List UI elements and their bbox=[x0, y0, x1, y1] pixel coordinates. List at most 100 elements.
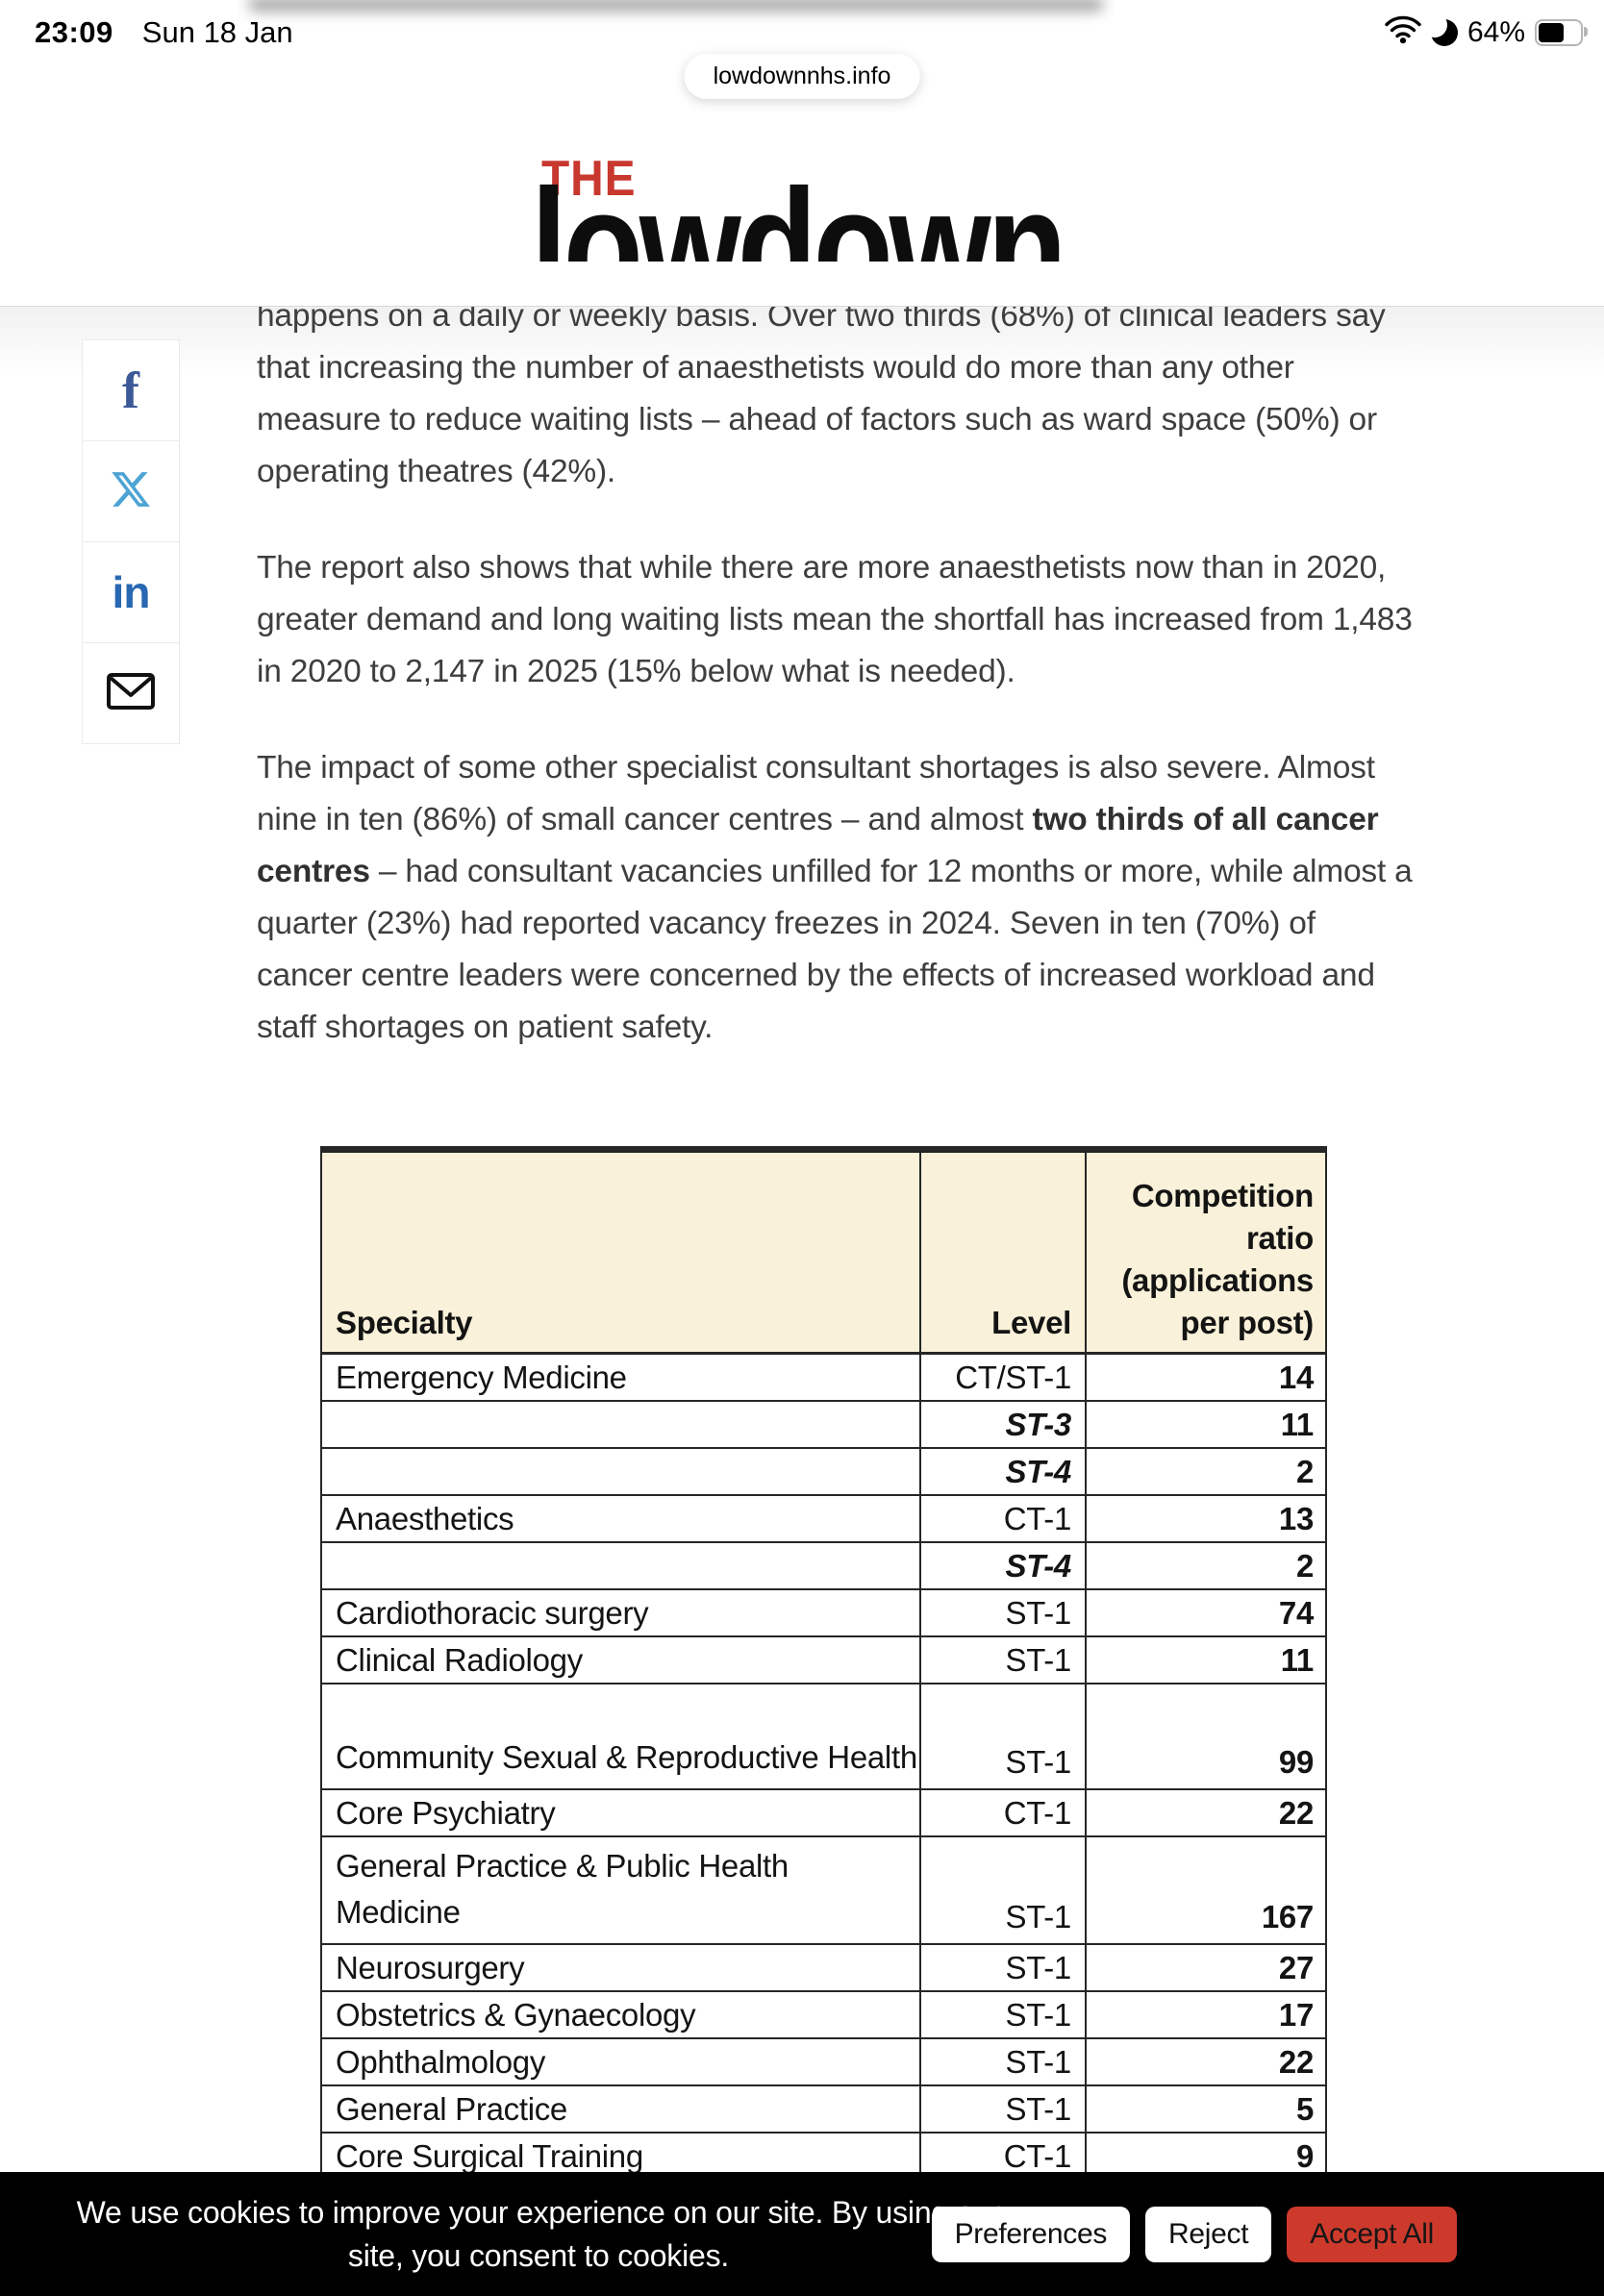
cell-ratio: 22 bbox=[1085, 2037, 1327, 2086]
cell-specialty: Core Psychiatry bbox=[320, 1788, 921, 1837]
cell-specialty: Obstetrics & Gynaecology bbox=[320, 1990, 921, 2039]
article-body: happens on a daily or weekly basis. Over… bbox=[257, 306, 1414, 1098]
preferences-button[interactable]: Preferences bbox=[931, 2206, 1131, 2262]
battery-icon bbox=[1535, 18, 1588, 46]
scrolled-content-blur bbox=[248, 0, 1104, 12]
cell-ratio: 74 bbox=[1085, 1588, 1327, 1637]
focus-moon-icon bbox=[1421, 12, 1458, 46]
table-row: Core Psychiatry CT-1 22 bbox=[320, 1788, 1327, 1837]
cell-level: ST-1 bbox=[919, 2084, 1087, 2134]
cell-level: ST-1 bbox=[919, 1588, 1087, 1637]
cell-level: CT-1 bbox=[919, 1494, 1087, 1543]
cookie-consent-banner: We use cookies to improve your experienc… bbox=[0, 2172, 1604, 2296]
cell-specialty bbox=[320, 1541, 921, 1590]
table-row: Community Sexual & Reproductive Health S… bbox=[320, 1683, 1327, 1790]
cell-level: ST-1 bbox=[919, 1683, 1087, 1790]
logo-the-text: THE bbox=[541, 152, 637, 207]
cell-ratio: 2 bbox=[1085, 1447, 1327, 1496]
cell-level: CT-1 bbox=[919, 1788, 1087, 1837]
accept-all-button[interactable]: Accept All bbox=[1287, 2206, 1457, 2262]
share-facebook-button[interactable]: f bbox=[82, 339, 180, 441]
cell-level: ST-1 bbox=[919, 1943, 1087, 1992]
column-header-level: Level bbox=[919, 1146, 1087, 1355]
table-row: Neurosurgery ST-1 27 bbox=[320, 1943, 1327, 1992]
wifi-icon bbox=[1385, 15, 1421, 49]
status-bar-right: 64% bbox=[1385, 12, 1588, 49]
cell-ratio: 22 bbox=[1085, 1788, 1327, 1837]
cell-level: ST-1 bbox=[919, 1835, 1087, 1945]
cell-specialty: General Practice bbox=[320, 2084, 921, 2134]
article-paragraph-2: The report also shows that while there a… bbox=[257, 550, 1413, 689]
table-row: ST-4 2 bbox=[320, 1541, 1327, 1590]
cell-specialty: Clinical Radiology bbox=[320, 1635, 921, 1685]
paragraph-3-text: The impact of some other specialist cons… bbox=[257, 750, 1375, 837]
cell-ratio: 11 bbox=[1085, 1635, 1327, 1685]
cell-specialty bbox=[320, 1400, 921, 1449]
table-row: Obstetrics & Gynaecology ST-1 17 bbox=[320, 1990, 1327, 2039]
cell-level: ST-3 bbox=[919, 1400, 1087, 1449]
cell-level: CT/ST-1 bbox=[919, 1352, 1087, 1402]
email-icon bbox=[106, 672, 156, 715]
table-row: Emergency Medicine CT/ST-1 14 bbox=[320, 1352, 1327, 1402]
cell-specialty bbox=[320, 1447, 921, 1496]
table-row: General Practice ST-1 5 bbox=[320, 2084, 1327, 2134]
cell-specialty: Emergency Medicine bbox=[320, 1352, 921, 1402]
cell-ratio: 99 bbox=[1085, 1683, 1327, 1790]
cell-specialty: General Practice & Public Health Medicin… bbox=[320, 1835, 921, 1945]
facebook-icon: f bbox=[122, 362, 139, 419]
competition-ratio-table: Specialty Level Competition ratio (appli… bbox=[320, 1146, 1327, 2181]
browser-top-chrome: 23:09 Sun 18 Jan 64% lowdownnhs.info THE… bbox=[0, 0, 1604, 306]
cell-ratio: 13 bbox=[1085, 1494, 1327, 1543]
table-row: General Practice & Public Health Medicin… bbox=[320, 1835, 1327, 1945]
share-linkedin-button[interactable]: in bbox=[82, 542, 180, 643]
column-header-ratio: Competition ratio (applications per post… bbox=[1085, 1146, 1327, 1355]
cell-ratio: 167 bbox=[1085, 1835, 1327, 1945]
table-header-row: Specialty Level Competition ratio (appli… bbox=[320, 1146, 1327, 1355]
header-divider bbox=[0, 306, 1604, 307]
share-rail: f in bbox=[82, 339, 180, 744]
reject-button[interactable]: Reject bbox=[1145, 2206, 1272, 2262]
cell-ratio: 11 bbox=[1085, 1400, 1327, 1449]
address-bar[interactable]: lowdownnhs.info bbox=[684, 54, 920, 99]
x-icon bbox=[110, 468, 152, 515]
clipped-paragraph-wrapper: happens on a daily or weekly basis. Over… bbox=[257, 306, 1414, 542]
status-date: Sun 18 Jan bbox=[141, 15, 293, 49]
cell-specialty: Neurosurgery bbox=[320, 1943, 921, 1992]
cell-ratio: 14 bbox=[1085, 1352, 1327, 1402]
table-row: Clinical Radiology ST-1 11 bbox=[320, 1635, 1327, 1685]
cell-level: ST-4 bbox=[919, 1541, 1087, 1590]
table-row: Ophthalmology ST-1 22 bbox=[320, 2037, 1327, 2086]
paragraph-3-bold-text: two thirds of all cancer centres bbox=[257, 802, 1379, 889]
column-header-specialty: Specialty bbox=[320, 1146, 921, 1355]
cell-specialty: Cardiothoracic surgery bbox=[320, 1588, 921, 1637]
cell-level: ST-1 bbox=[919, 2037, 1087, 2086]
paragraph-3-text: – had consultant vacancies unfilled for … bbox=[257, 854, 1413, 1045]
cell-ratio: 5 bbox=[1085, 2084, 1327, 2134]
cookie-message: We use cookies to improve your experienc… bbox=[76, 2194, 1001, 2273]
share-email-button[interactable] bbox=[82, 643, 180, 744]
cookie-button-group: Preferences Reject Accept All bbox=[931, 2206, 1457, 2262]
share-x-button[interactable] bbox=[82, 441, 180, 542]
article-paragraph-1: happens on a daily or weekly basis. Over… bbox=[257, 306, 1386, 489]
table-row: Anaesthetics CT-1 13 bbox=[320, 1494, 1327, 1543]
header-shadow-gradient bbox=[0, 307, 1604, 378]
cell-ratio: 17 bbox=[1085, 1990, 1327, 2039]
table-row: Cardiothoracic surgery ST-1 74 bbox=[320, 1588, 1327, 1637]
cell-level: ST-1 bbox=[919, 1990, 1087, 2039]
table-row: ST-4 2 bbox=[320, 1447, 1327, 1496]
cell-specialty: Ophthalmology bbox=[320, 2037, 921, 2086]
cell-specialty: Anaesthetics bbox=[320, 1494, 921, 1543]
status-bar-left: 23:09 Sun 18 Jan bbox=[35, 15, 293, 50]
cell-ratio: 27 bbox=[1085, 1943, 1327, 1992]
cell-level: ST-4 bbox=[919, 1447, 1087, 1496]
linkedin-icon: in bbox=[112, 567, 151, 617]
article-paragraph-3: The impact of some other specialist cons… bbox=[257, 742, 1414, 1054]
battery-percent: 64% bbox=[1466, 15, 1525, 48]
cell-ratio: 2 bbox=[1085, 1541, 1327, 1590]
table-row: ST-3 11 bbox=[320, 1400, 1327, 1449]
logo-lowdown-text: lowdown bbox=[531, 156, 1067, 262]
cell-level: ST-1 bbox=[919, 1635, 1087, 1685]
cell-specialty: Community Sexual & Reproductive Health bbox=[320, 1683, 921, 1790]
status-time: 23:09 bbox=[35, 15, 113, 49]
site-logo[interactable]: THE lowdown bbox=[504, 152, 1100, 262]
